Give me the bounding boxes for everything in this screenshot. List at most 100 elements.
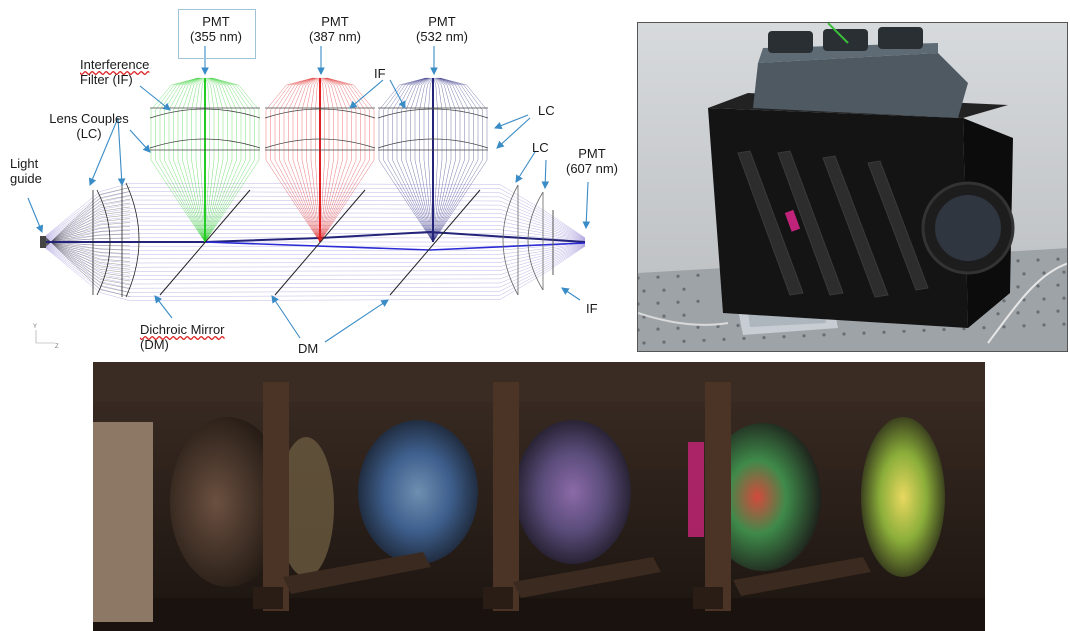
ray — [315, 77, 321, 243]
table-hole — [662, 340, 666, 344]
ray — [44, 182, 586, 239]
lens-surface — [502, 184, 519, 296]
table-hole — [842, 332, 846, 336]
table-hole — [1036, 258, 1040, 262]
ray — [44, 243, 586, 272]
table-hole — [1056, 257, 1060, 261]
ray — [164, 77, 206, 243]
table-hole — [1036, 284, 1040, 288]
ray — [44, 245, 586, 293]
table-hole — [1036, 310, 1040, 314]
table-hole — [696, 325, 700, 329]
table-hole — [996, 312, 1000, 316]
ray — [44, 210, 131, 246]
label-arrow — [496, 117, 531, 149]
ray — [428, 77, 434, 243]
pmt-532-label: PMT (532 nm) — [415, 14, 469, 44]
ray — [274, 77, 321, 243]
table-hole — [1042, 297, 1046, 301]
table-hole — [882, 330, 886, 334]
dm-label: DM — [298, 341, 319, 356]
ray — [44, 214, 131, 246]
ray — [44, 240, 131, 254]
ray — [204, 77, 237, 243]
table-hole — [676, 274, 680, 278]
label-arrow — [88, 117, 119, 187]
label-arrow — [541, 159, 550, 190]
ray — [319, 77, 330, 243]
ray — [44, 238, 131, 274]
ray — [204, 77, 255, 243]
ray — [44, 226, 131, 244]
ray — [319, 77, 375, 243]
table-hole — [1056, 309, 1060, 313]
ray — [310, 77, 321, 243]
ray — [396, 77, 434, 243]
ray — [423, 77, 434, 243]
ray — [159, 77, 206, 243]
ray — [44, 216, 586, 241]
label-arrow — [515, 151, 536, 183]
chief-ray-607 — [204, 241, 586, 251]
ray — [432, 77, 456, 243]
dichroic-mirror — [274, 189, 366, 296]
table-hole — [1022, 324, 1026, 328]
axis-z-label: Z — [55, 344, 59, 350]
table-hole — [638, 302, 640, 306]
ray — [195, 77, 206, 243]
if-top-label: IF — [374, 66, 386, 81]
ray — [44, 224, 586, 242]
ray — [204, 77, 246, 243]
table-hole — [1002, 325, 1006, 329]
table-hole — [802, 334, 806, 338]
ray — [432, 77, 461, 243]
instrument-photo — [637, 22, 1068, 352]
ray — [432, 77, 438, 243]
label-arrow — [324, 299, 389, 343]
ray — [44, 243, 586, 264]
label-arrow — [139, 85, 171, 111]
ray — [319, 77, 366, 243]
ray — [44, 242, 586, 260]
table-hole — [762, 336, 766, 340]
table-hole — [722, 337, 726, 341]
ray — [44, 238, 131, 270]
lens-surface — [96, 189, 111, 296]
ray — [204, 77, 233, 243]
optical-elements — [35, 107, 554, 344]
table-hole — [662, 288, 666, 292]
table-hole — [982, 326, 986, 330]
label-arrow — [154, 295, 173, 319]
ray — [173, 77, 206, 243]
ray — [319, 77, 370, 243]
pmt-387-label: PMT (387 nm) — [308, 14, 362, 44]
pmt-355-label: PMT (355 nm) — [189, 14, 243, 44]
table-hole — [1062, 296, 1066, 300]
table-hole — [696, 299, 700, 303]
ray — [279, 77, 321, 243]
ray — [306, 77, 321, 243]
ray — [319, 77, 343, 243]
ray — [392, 77, 434, 243]
table-hole — [682, 313, 686, 317]
table-hole — [702, 338, 706, 342]
ray — [319, 77, 357, 243]
dichroic-mirror — [159, 189, 251, 296]
table-hole — [1062, 270, 1066, 274]
ray — [44, 194, 131, 247]
ray — [182, 77, 206, 243]
ray — [204, 77, 251, 243]
ray — [297, 77, 321, 243]
ray — [204, 77, 210, 243]
table-hole — [638, 276, 640, 280]
ray — [44, 237, 131, 286]
ray — [44, 240, 131, 251]
table-hole — [676, 300, 680, 304]
table-hole — [1022, 272, 1026, 276]
ray — [204, 77, 215, 243]
table-hole — [782, 335, 786, 339]
if-right-label: IF — [586, 301, 598, 316]
ray — [44, 206, 131, 246]
lens-surface — [149, 138, 261, 149]
table-hole — [696, 273, 700, 277]
